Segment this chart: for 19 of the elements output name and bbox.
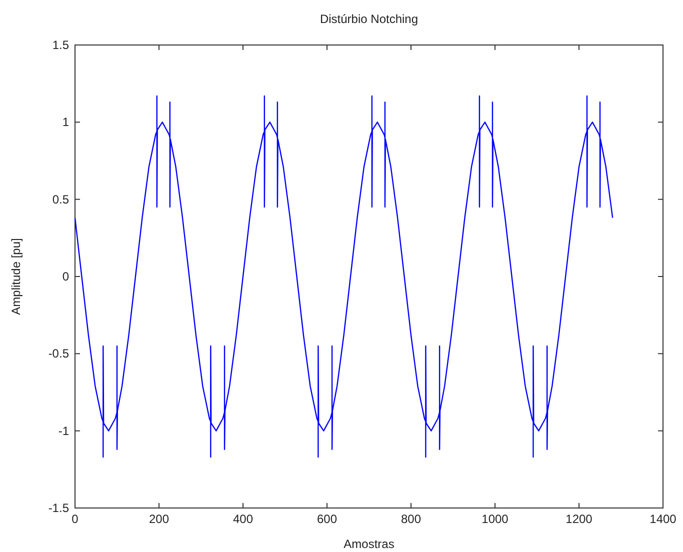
chart-title: Distúrbio Notching — [320, 12, 418, 26]
x-tick-label: 600 — [316, 512, 338, 526]
y-tick-label: -0.5 — [48, 346, 70, 361]
y-tick-label: 0.5 — [52, 192, 70, 206]
y-tick-label: 1 — [62, 115, 70, 130]
x-tick-label: 1400 — [650, 512, 677, 526]
y-tick-label: -1 — [58, 424, 70, 438]
x-tick-label: 200 — [148, 512, 170, 526]
x-axis-title: Amostras — [344, 537, 394, 551]
x-tick-label: 0 — [72, 512, 79, 526]
x-tick-label: 1000 — [482, 512, 509, 526]
x-tick-label: 400 — [232, 512, 254, 526]
x-tick-label: 1200 — [566, 512, 593, 526]
y-axis-title: Amplitude [pu] — [9, 238, 23, 315]
line-series — [74, 95, 614, 458]
y-tick-label: -1.5 — [48, 501, 70, 515]
y-tick-label: 1.5 — [52, 38, 70, 52]
y-tick-label: 0 — [62, 270, 70, 284]
x-tick-label: 800 — [400, 512, 422, 526]
